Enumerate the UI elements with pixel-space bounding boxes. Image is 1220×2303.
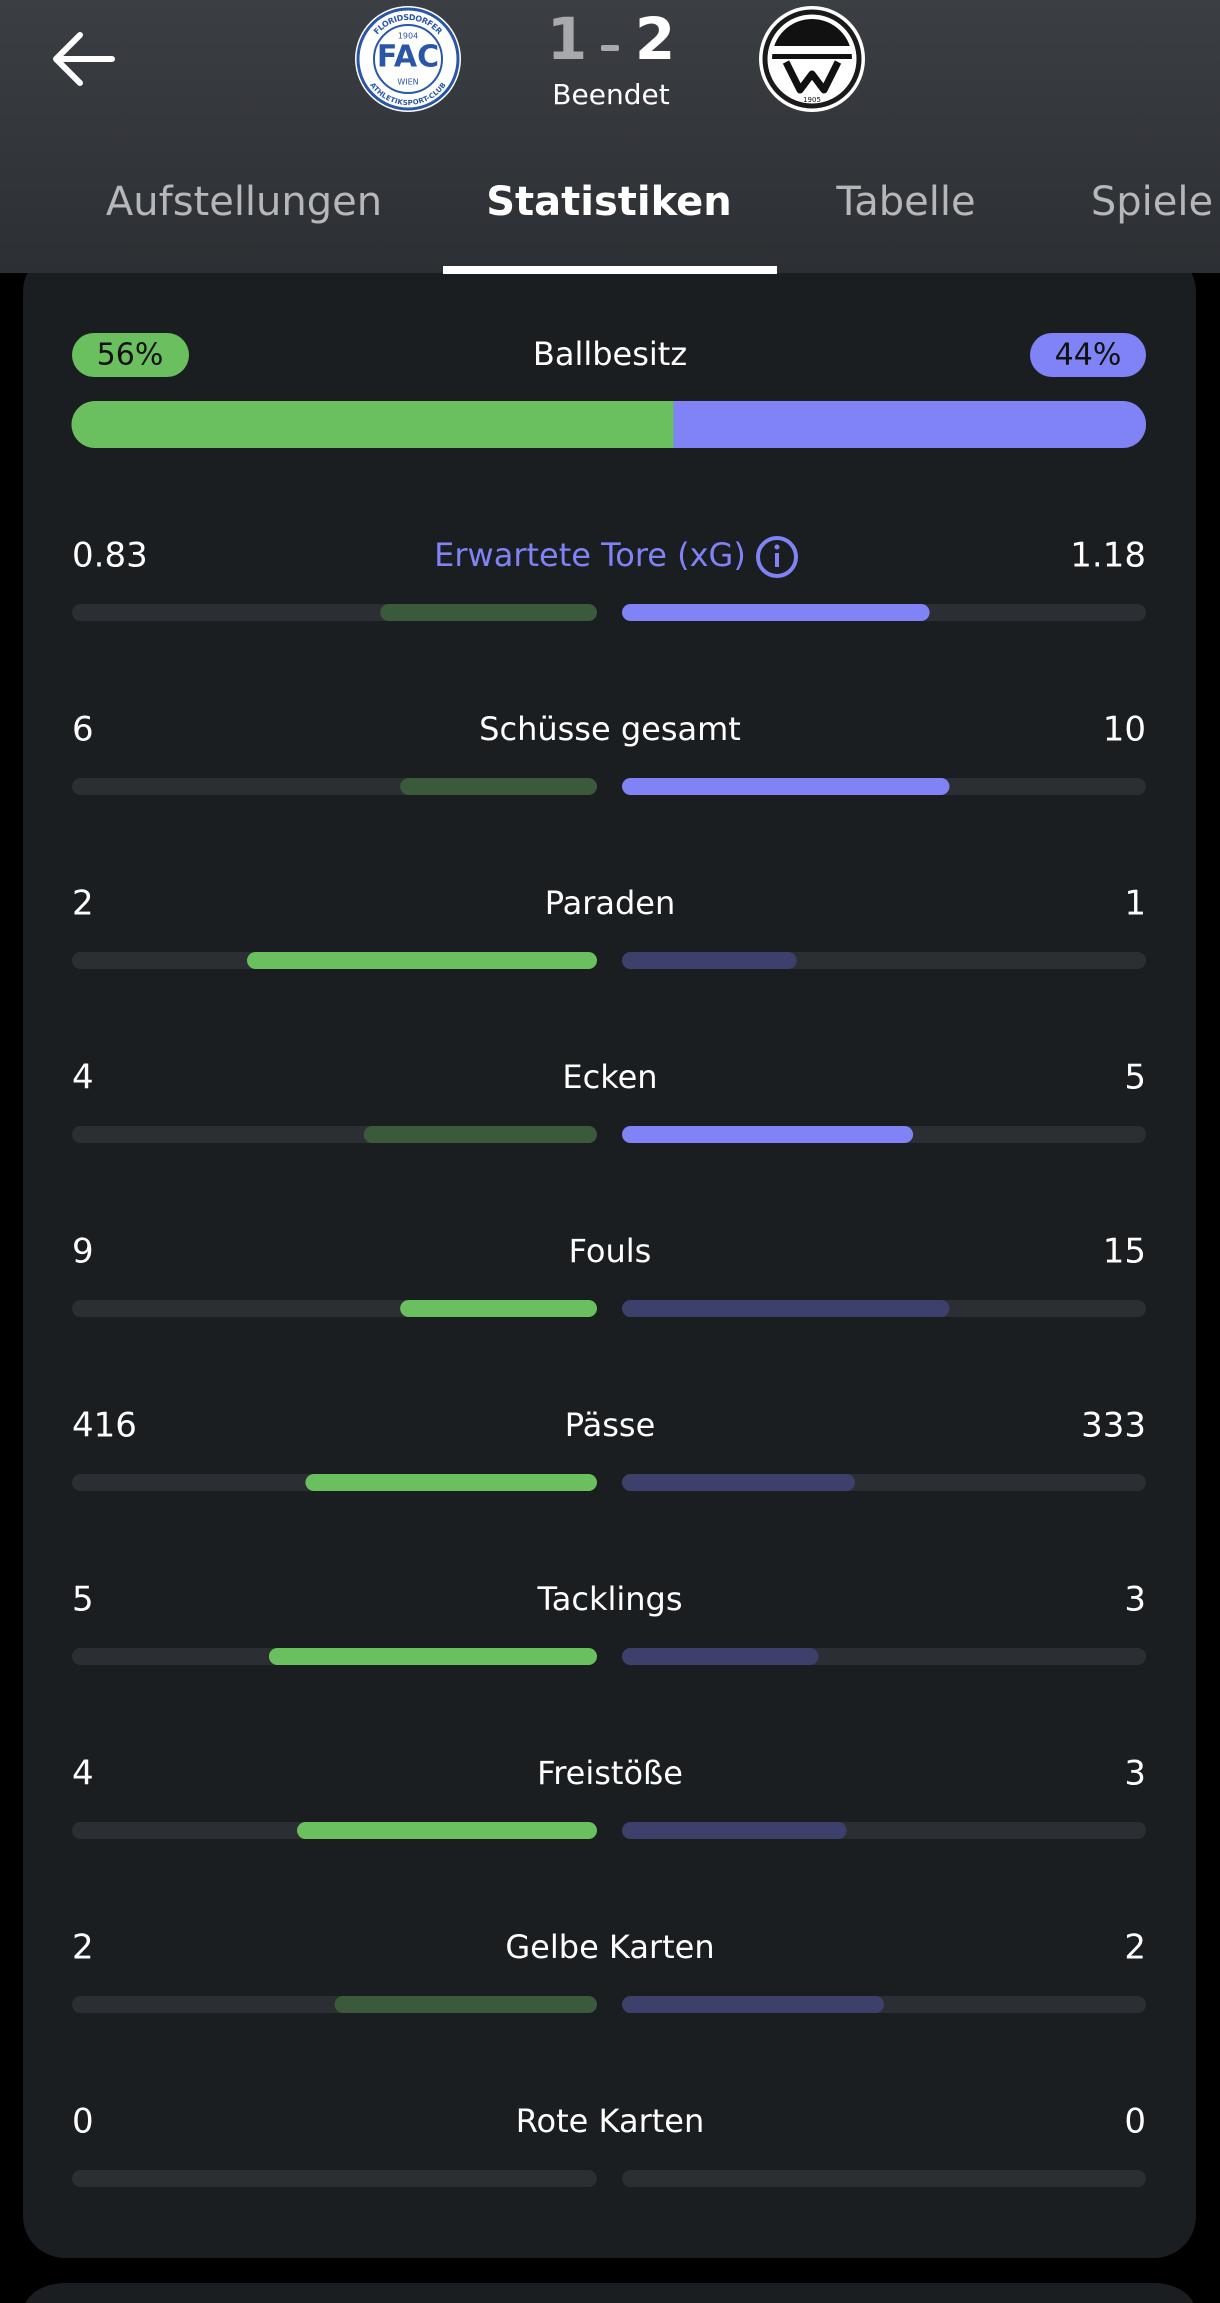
away-track — [622, 2170, 1146, 2187]
info-icon[interactable] — [756, 536, 798, 578]
header — [0, 0, 1220, 273]
home-bar — [363, 1126, 597, 1143]
away-value: 5 — [1124, 1058, 1146, 1098]
home-value: 4 — [72, 1058, 94, 1098]
stat-label: Ecken — [562, 1058, 657, 1096]
stat-label: Ballbesitz — [533, 335, 687, 373]
away-pill — [1030, 333, 1146, 377]
away-value: 15 — [1103, 1232, 1146, 1272]
home-bar — [380, 604, 597, 621]
tabs: Aufstellungen Statistiken Tabelle Spiele — [106, 179, 1213, 274]
away-logo-year: 1905 — [803, 96, 821, 104]
back-arrow[interactable] — [53, 32, 115, 86]
stat-label: Schüsse gesamt — [479, 710, 741, 748]
info-button[interactable] — [756, 536, 798, 578]
away-bar — [622, 952, 797, 969]
away-bar — [622, 778, 950, 795]
home-possession-label: 56% — [97, 338, 164, 373]
away-value: 1 — [1124, 884, 1146, 924]
away-bar — [622, 604, 930, 621]
stat-label: Rote Karten — [516, 2102, 704, 2140]
away-bar — [622, 1300, 950, 1317]
away-bar — [622, 1822, 847, 1839]
away-value: 1.18 — [1070, 536, 1146, 576]
home-value: 0.83 — [72, 536, 148, 576]
away-logo-w — [782, 60, 842, 94]
home-score: 1 — [547, 5, 587, 73]
home-logo-year: 1904 — [398, 32, 418, 41]
stat-label: Freistöße — [537, 1754, 683, 1792]
home-logo-ring — [356, 7, 460, 111]
tab[interactable]: Spiele — [1091, 179, 1213, 225]
home-value: 2 — [72, 1928, 94, 1968]
match-status: Beendet — [552, 78, 669, 111]
away-value: 0 — [1124, 2102, 1146, 2142]
home-bar — [400, 778, 597, 795]
tab[interactable]: Tabelle — [835, 179, 975, 225]
home-value: 9 — [72, 1232, 94, 1272]
stats-card — [23, 250, 1196, 2258]
home-logo-inner — [373, 24, 443, 94]
away-bar — [622, 1474, 855, 1491]
home-value: 4 — [72, 1754, 94, 1794]
tab-indicator — [443, 266, 777, 274]
stat-label: Paraden — [545, 884, 676, 922]
stat-label: Gelbe Karten — [505, 1928, 714, 1966]
home-bar — [305, 1474, 597, 1491]
home-value: 5 — [72, 1580, 94, 1620]
home-bar — [247, 952, 597, 969]
away-value: 3 — [1124, 1754, 1146, 1794]
home-bar — [334, 1996, 597, 2013]
info-icon-bar[interactable] — [775, 553, 779, 567]
home-bar — [400, 1300, 597, 1317]
home-logo-name: FAC — [377, 40, 439, 75]
tab[interactable]: Aufstellungen — [106, 179, 382, 225]
away-logo-ring — [762, 9, 862, 109]
home-pill — [72, 333, 189, 377]
stat-label: Fouls — [569, 1232, 652, 1270]
home-bar — [297, 1822, 597, 1839]
away-bar — [622, 1996, 884, 2013]
home-possession-bar — [71, 401, 674, 448]
info-icon-dot[interactable] — [774, 544, 780, 550]
home-value: 6 — [72, 710, 94, 750]
away-value: 3 — [1124, 1580, 1146, 1620]
next-card — [25, 2283, 1194, 2303]
home-logo: FLORIDSDORFER ATHLETIKSPORT-CLUB 1904 FA… — [355, 6, 461, 112]
away-possession-label: 44% — [1055, 338, 1122, 373]
home-value: 416 — [72, 1406, 137, 1446]
stat-label: Erwartete Tore (xG) — [434, 536, 746, 574]
tab[interactable]: Statistiken — [486, 179, 732, 225]
away-bar — [622, 1648, 819, 1665]
home-logo-city: WIEN — [397, 78, 418, 87]
home-logo-bg — [355, 6, 461, 112]
away-logo-stripe — [772, 46, 852, 54]
away-possession-bar — [643, 401, 1146, 448]
away-score: 2 — [635, 5, 675, 73]
away-value: 333 — [1081, 1406, 1146, 1446]
away-logo: 1905 — [759, 6, 865, 112]
stat-label: Pässe — [565, 1406, 656, 1444]
score-separator — [601, 45, 619, 51]
home-value: 0 — [72, 2102, 94, 2142]
away-value: 2 — [1124, 1928, 1146, 1968]
away-bar — [622, 1126, 914, 1143]
away-value: 10 — [1103, 710, 1146, 750]
stats: 56% 44% Ballbesitz 0.83 1.18 Erwartete Tore (… — [71, 333, 1146, 2187]
back-button[interactable] — [53, 32, 115, 86]
home-bar — [268, 1648, 597, 1665]
home-track — [72, 2170, 597, 2187]
stat-label: Tacklings — [536, 1580, 682, 1618]
home-value: 2 — [72, 884, 94, 924]
